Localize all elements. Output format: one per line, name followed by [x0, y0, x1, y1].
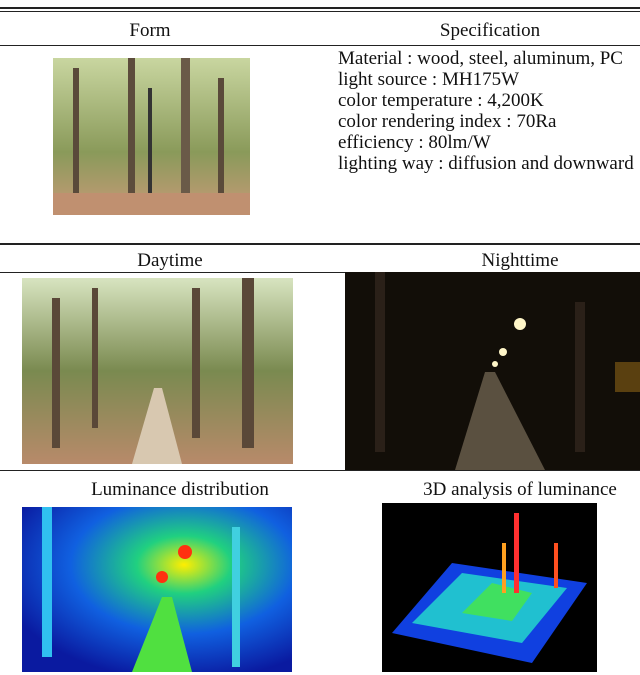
- nighttime-photo: [345, 272, 640, 470]
- row-label: Daytime: [100, 250, 240, 272]
- top-rule: [0, 11, 640, 12]
- specification-item: efficiency : 80lm/W: [306, 132, 638, 153]
- top-rule: [0, 7, 640, 9]
- header-cell: Form: [80, 20, 220, 42]
- row-rule: [0, 470, 640, 471]
- luminance-3d: [382, 503, 597, 672]
- specification-item: Material : wood, steel, aluminum, PC: [306, 48, 638, 69]
- row-label: 3D analysis of luminance: [400, 479, 640, 501]
- specification-item: color temperature : 4,200K: [306, 90, 638, 111]
- luminance-map: [22, 507, 292, 672]
- row-label: Nighttime: [474, 250, 566, 272]
- specification-item: color rendering index : 70Ra: [306, 111, 638, 132]
- specification-item: light source : MH175W: [306, 69, 638, 90]
- section-rule: [0, 243, 640, 245]
- header-rule: [0, 45, 640, 46]
- form-photo: [53, 58, 250, 215]
- header-cell: Specification: [400, 20, 580, 42]
- specification-item: lighting way : diffusion and downward: [306, 153, 638, 174]
- page: Form Specification Material : wood, stee…: [0, 0, 640, 675]
- daytime-photo: [22, 278, 293, 464]
- row-label: Luminance distribution: [70, 479, 290, 501]
